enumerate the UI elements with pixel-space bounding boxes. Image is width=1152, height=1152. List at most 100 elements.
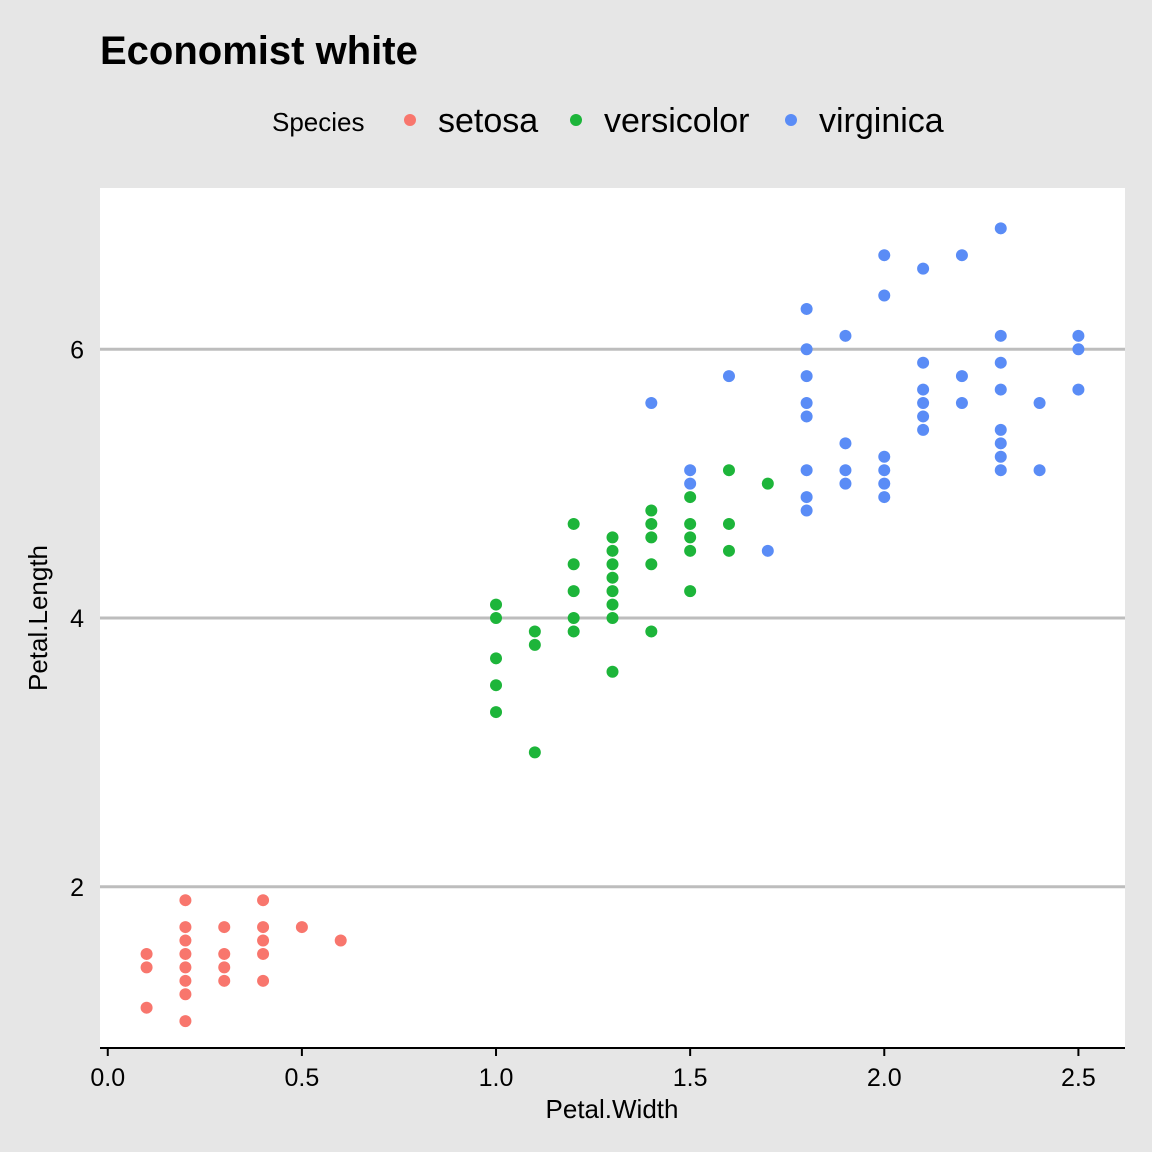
data-point	[179, 921, 192, 934]
x-tick-label: 0.0	[90, 1064, 125, 1092]
legend-key	[570, 114, 582, 126]
data-point	[645, 397, 658, 409]
x-tick-label: 2.0	[867, 1064, 902, 1092]
data-point	[140, 947, 153, 960]
data-point	[1072, 343, 1085, 356]
data-point	[257, 934, 270, 947]
data-point	[490, 706, 503, 719]
data-point	[684, 517, 697, 530]
data-point	[994, 450, 1007, 463]
x-tick-label: 2.5	[1061, 1064, 1096, 1092]
legend-item-virginica: virginica	[785, 102, 944, 140]
data-point	[684, 477, 697, 490]
data-point	[257, 974, 270, 987]
data-point	[606, 665, 619, 678]
data-point	[606, 612, 619, 624]
data-point	[917, 397, 930, 409]
data-point	[1033, 397, 1046, 409]
series-versicolor	[490, 464, 774, 759]
data-point	[917, 383, 930, 396]
x-axis-ticks: 0.0 0.5 1.0 1.5 2.0 2.5	[90, 1048, 1096, 1092]
data-point	[955, 397, 968, 409]
data-point	[1033, 464, 1046, 477]
data-point	[645, 531, 658, 544]
data-point	[645, 558, 658, 571]
data-point	[684, 491, 697, 504]
legend-label: setosa	[438, 102, 538, 140]
data-point	[800, 302, 813, 315]
points-layer	[140, 222, 1085, 1028]
data-point	[179, 894, 192, 907]
x-tick-label: 1.0	[479, 1064, 514, 1092]
data-point	[839, 437, 852, 450]
data-point	[645, 504, 658, 517]
data-point	[839, 464, 852, 477]
data-point	[800, 410, 813, 423]
data-point	[567, 517, 580, 530]
data-point	[179, 988, 192, 1001]
data-point	[218, 974, 231, 987]
data-point	[800, 464, 813, 477]
y-tick-label: 6	[70, 336, 84, 364]
data-point	[490, 652, 503, 665]
y-axis-ticks: 2 4 6	[70, 336, 84, 902]
data-point	[218, 921, 231, 934]
legend-item-versicolor: versicolor	[570, 102, 749, 140]
legend-label: versicolor	[604, 102, 749, 140]
data-point	[878, 491, 891, 504]
data-point	[878, 450, 891, 463]
data-point	[684, 531, 697, 544]
data-point	[218, 947, 231, 960]
data-point	[761, 477, 774, 490]
data-point	[917, 410, 930, 423]
data-point	[994, 329, 1007, 342]
data-point	[567, 612, 580, 624]
data-point	[994, 437, 1007, 450]
data-point	[490, 598, 503, 611]
data-point	[257, 894, 270, 907]
data-point	[295, 921, 308, 934]
legend-items: setosa versicolor virginica	[404, 102, 944, 140]
data-point	[490, 612, 503, 624]
data-point	[645, 517, 658, 530]
data-point	[218, 961, 231, 974]
data-point	[490, 679, 503, 692]
data-point	[955, 249, 968, 262]
data-point	[917, 423, 930, 436]
data-point	[994, 356, 1007, 369]
data-point	[179, 961, 192, 974]
series-virginica	[645, 222, 1085, 557]
data-point	[567, 558, 580, 571]
data-point	[800, 491, 813, 504]
data-point	[722, 544, 735, 557]
x-tick-label: 1.5	[673, 1064, 708, 1092]
chart-title: Economist white	[100, 29, 418, 73]
data-point	[684, 585, 697, 598]
data-point	[179, 947, 192, 960]
data-point	[994, 383, 1007, 396]
data-point	[257, 947, 270, 960]
data-point	[179, 1015, 192, 1028]
legend-label: virginica	[819, 102, 944, 140]
data-point	[917, 262, 930, 275]
data-point	[878, 249, 891, 262]
data-point	[955, 370, 968, 383]
data-point	[1072, 383, 1085, 396]
x-axis-label: Petal.Width	[546, 1094, 679, 1124]
data-point	[606, 531, 619, 544]
data-point	[684, 544, 697, 557]
data-point	[567, 625, 580, 638]
legend-title: Species	[272, 107, 365, 137]
data-point	[800, 397, 813, 409]
data-point	[994, 423, 1007, 436]
series-setosa	[140, 894, 347, 1028]
data-point	[567, 585, 580, 598]
data-point	[722, 464, 735, 477]
data-point	[878, 464, 891, 477]
data-point	[994, 222, 1007, 235]
data-point	[800, 370, 813, 383]
y-axis-label: Petal.Length	[23, 545, 53, 691]
data-point	[839, 329, 852, 342]
data-point	[761, 544, 774, 557]
x-tick-label: 0.5	[285, 1064, 320, 1092]
